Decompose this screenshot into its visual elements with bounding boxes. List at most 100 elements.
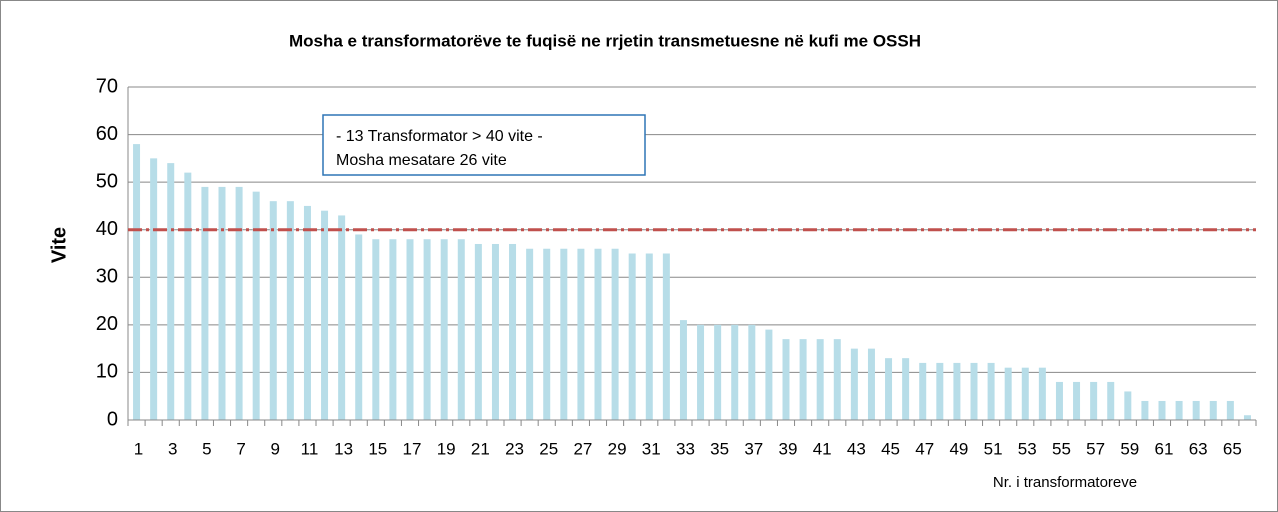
bar xyxy=(1107,381,1115,420)
x-tick-label: 59 xyxy=(1120,439,1139,458)
bar xyxy=(748,324,756,420)
bar xyxy=(338,215,346,420)
x-tick-label: 61 xyxy=(1155,439,1174,458)
bar xyxy=(1175,400,1183,420)
bar xyxy=(303,205,311,420)
bar xyxy=(731,324,739,420)
bar xyxy=(1141,400,1149,420)
annotation-box xyxy=(322,114,646,176)
bar xyxy=(936,362,944,420)
x-tick-label: 5 xyxy=(202,439,211,458)
bar xyxy=(594,248,602,420)
bar xyxy=(1004,367,1012,420)
y-tick-label: 50 xyxy=(96,170,118,192)
bar xyxy=(440,239,448,420)
x-tick-label: 49 xyxy=(949,439,968,458)
bar xyxy=(628,253,636,420)
bar xyxy=(1073,381,1081,420)
bar xyxy=(679,320,687,420)
x-tick-label: 47 xyxy=(915,439,934,458)
bar xyxy=(1243,415,1251,420)
bar xyxy=(509,243,517,420)
bar xyxy=(321,210,329,420)
x-tick-label: 53 xyxy=(1018,439,1037,458)
bar xyxy=(1038,367,1046,420)
bar xyxy=(1192,400,1200,420)
bar xyxy=(645,253,653,420)
x-tick-label: 9 xyxy=(271,439,280,458)
x-tick-label: 63 xyxy=(1189,439,1208,458)
bar xyxy=(252,191,260,420)
bar xyxy=(543,248,551,420)
chart-title: Mosha e transformatorëve te fuqisë ne rr… xyxy=(289,31,921,50)
x-tick-label: 31 xyxy=(642,439,661,458)
x-tick-label: 29 xyxy=(608,439,627,458)
y-axis-label: Vite xyxy=(48,227,70,263)
bar xyxy=(577,248,585,420)
bar xyxy=(389,239,397,420)
bar xyxy=(1209,400,1217,420)
bar xyxy=(953,362,961,420)
bar xyxy=(697,324,705,420)
y-tick-label: 60 xyxy=(96,123,118,145)
x-tick-label: 35 xyxy=(710,439,729,458)
bar xyxy=(919,362,927,420)
bar xyxy=(902,358,910,420)
y-tick-label: 10 xyxy=(96,361,118,383)
bar xyxy=(765,329,773,420)
bar xyxy=(372,239,380,420)
x-tick-label: 37 xyxy=(744,439,763,458)
bar xyxy=(286,201,294,420)
x-tick-label: 13 xyxy=(334,439,353,458)
bar xyxy=(799,339,807,420)
bar xyxy=(167,163,175,420)
bar xyxy=(833,339,841,420)
bar xyxy=(1055,381,1063,420)
bar xyxy=(491,243,499,420)
x-tick-label: 39 xyxy=(779,439,798,458)
bar xyxy=(184,172,192,420)
y-tick-label: 0 xyxy=(107,408,118,430)
x-axis-label: Nr. i transformatoreve xyxy=(993,474,1137,491)
bar xyxy=(1158,400,1166,420)
bar xyxy=(235,186,243,420)
x-tick-label: 27 xyxy=(573,439,592,458)
x-tick-label: 55 xyxy=(1052,439,1071,458)
x-tick-label: 57 xyxy=(1086,439,1105,458)
x-tick-label: 1 xyxy=(134,439,143,458)
bar xyxy=(970,362,978,420)
x-tick-label: 51 xyxy=(984,439,1003,458)
x-tick-label: 17 xyxy=(403,439,422,458)
x-tick-label: 25 xyxy=(539,439,558,458)
bar xyxy=(526,248,534,420)
x-tick-label: 45 xyxy=(881,439,900,458)
x-tick-label: 23 xyxy=(505,439,524,458)
y-tick-label: 70 xyxy=(96,75,118,97)
bar xyxy=(355,234,363,420)
bar xyxy=(662,253,670,420)
y-tick-label: 40 xyxy=(96,218,118,240)
annotation-text: Mosha mesatare 26 vite xyxy=(336,152,507,169)
x-tick-label: 15 xyxy=(368,439,387,458)
bar xyxy=(474,243,482,420)
x-tick-label: 65 xyxy=(1223,439,1242,458)
bar xyxy=(406,239,414,420)
bar xyxy=(987,362,995,420)
bar xyxy=(560,248,568,420)
bar xyxy=(850,348,858,420)
annotation-text: - 13 Transformator > 40 vite - xyxy=(336,128,543,145)
bar xyxy=(867,348,875,420)
bar xyxy=(201,186,209,420)
x-tick-label: 33 xyxy=(676,439,695,458)
y-tick-label: 30 xyxy=(96,266,118,288)
bar xyxy=(457,239,465,420)
bar xyxy=(423,239,431,420)
bar xyxy=(150,158,158,420)
x-tick-label: 7 xyxy=(236,439,245,458)
bar xyxy=(218,186,226,420)
x-tick-label: 11 xyxy=(301,439,319,458)
x-tick-label: 19 xyxy=(437,439,456,458)
x-tick-label: 3 xyxy=(168,439,177,458)
